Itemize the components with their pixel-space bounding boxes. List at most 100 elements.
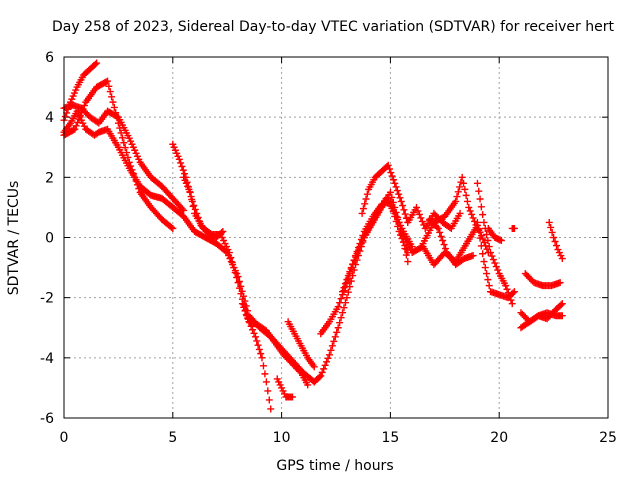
data-point — [456, 209, 464, 217]
data-point — [343, 294, 351, 302]
x-tick-label: 10 — [273, 430, 291, 446]
series-track-13 — [358, 161, 412, 226]
data-point — [127, 162, 135, 170]
data-point — [484, 276, 492, 284]
data-point — [244, 314, 252, 322]
data-point — [469, 252, 477, 260]
data-point — [93, 59, 101, 67]
data-point — [437, 232, 445, 240]
data-point — [110, 103, 118, 111]
data-point — [235, 277, 243, 285]
data-point — [462, 191, 470, 199]
data-point — [436, 228, 444, 236]
data-point — [118, 134, 126, 142]
data-point — [558, 300, 566, 308]
data-point — [473, 218, 481, 226]
data-point — [492, 263, 500, 271]
data-point — [486, 249, 494, 257]
data-point — [503, 285, 511, 293]
data-point — [304, 381, 312, 389]
data-point — [234, 273, 242, 281]
data-point — [386, 165, 394, 173]
series-track-22 — [517, 300, 566, 326]
data-point — [123, 149, 131, 157]
data-point — [479, 250, 487, 258]
data-point — [241, 307, 249, 315]
series-track-24 — [508, 224, 518, 232]
data-point — [258, 354, 266, 362]
series-track-8 — [284, 318, 318, 371]
data-point — [106, 88, 114, 96]
data-point — [132, 177, 140, 185]
data-point — [558, 312, 566, 320]
data-point — [330, 337, 338, 345]
data-point — [484, 237, 492, 245]
data-point — [349, 260, 357, 268]
data-point — [480, 238, 488, 246]
grid — [64, 57, 608, 418]
series-track-1 — [60, 107, 318, 386]
data-point — [399, 202, 407, 210]
data-point — [460, 179, 468, 187]
data-point — [480, 218, 488, 226]
data-point — [344, 272, 352, 280]
data-point — [473, 179, 481, 187]
data-point — [393, 187, 401, 195]
data-point — [469, 214, 477, 222]
data-point — [333, 328, 341, 336]
data-point — [227, 254, 235, 262]
y-axis-label: SDTVAR / TECUs — [6, 181, 22, 296]
data-point — [225, 249, 233, 257]
y-tick-label: -4 — [40, 351, 54, 367]
data-point — [318, 368, 326, 376]
data-point — [267, 405, 275, 413]
data-point — [324, 354, 332, 362]
series-track-3 — [60, 59, 101, 124]
data-point — [317, 372, 325, 380]
data-point — [401, 210, 409, 218]
data-point — [362, 195, 370, 203]
data-point — [264, 387, 272, 395]
data-point — [475, 226, 483, 234]
data-point — [358, 209, 366, 217]
series-track-12 — [339, 194, 416, 296]
data-point — [296, 367, 304, 375]
data-point — [71, 125, 79, 133]
data-point — [401, 242, 409, 250]
data-point — [336, 319, 344, 327]
data-point — [346, 268, 354, 276]
data-point — [404, 258, 412, 266]
data-point — [188, 195, 196, 203]
data-point — [550, 234, 558, 241]
data-point — [551, 238, 559, 246]
data-point — [465, 203, 473, 211]
data-point — [485, 243, 493, 251]
data-point — [485, 282, 493, 290]
data-point — [480, 258, 488, 266]
data-point — [121, 144, 129, 152]
data-point — [180, 206, 188, 214]
data-point — [558, 255, 566, 263]
data-point — [483, 270, 491, 278]
data-point — [476, 195, 484, 203]
data-point — [186, 188, 194, 196]
data-point — [491, 259, 499, 267]
data-point — [337, 295, 345, 303]
data-point — [76, 112, 84, 120]
x-tick-label: 0 — [60, 430, 69, 446]
data-point — [91, 60, 99, 68]
data-point — [389, 176, 397, 184]
y-tick-label: 6 — [45, 50, 54, 66]
series-track-19 — [473, 218, 518, 302]
data-point — [413, 203, 421, 211]
data-point — [189, 202, 197, 210]
chart-title: Day 258 of 2023, Sidereal Day-to-day VTE… — [52, 19, 614, 35]
data-point — [61, 113, 69, 121]
data-point — [337, 314, 345, 322]
data-point — [494, 266, 502, 274]
data-point — [131, 173, 139, 181]
data-point — [321, 361, 329, 369]
data-point — [135, 185, 143, 193]
data-point — [257, 350, 265, 358]
data-point — [80, 102, 88, 110]
